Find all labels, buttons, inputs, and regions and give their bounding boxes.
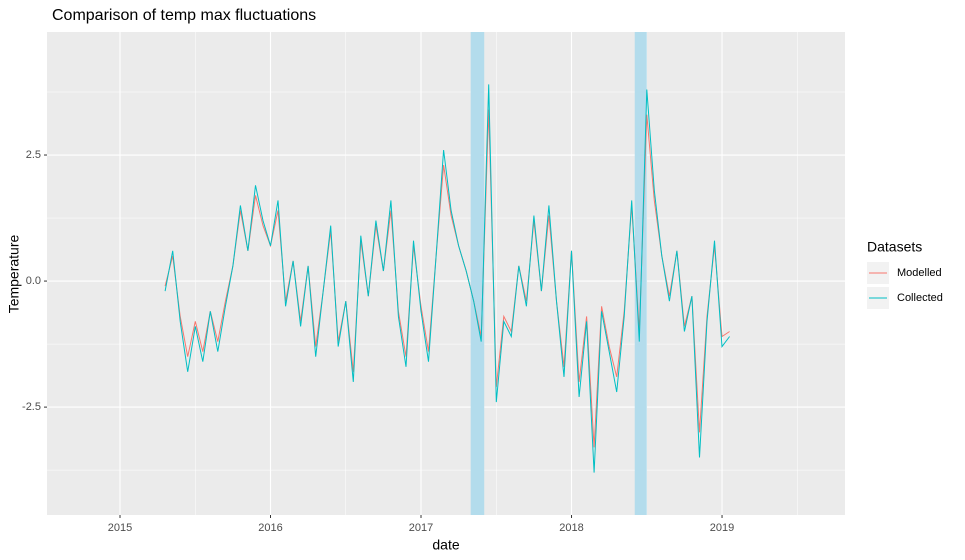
y-axis-title: Temperature: [6, 234, 22, 313]
highlight-band: [470, 32, 485, 515]
chart-title: Comparison of temp max fluctuations: [52, 7, 316, 24]
x-axis-title: date: [432, 537, 459, 553]
y-tick-label: -2.5: [22, 401, 41, 413]
x-tick-label: 2017: [409, 522, 433, 534]
x-tick-label: 2019: [710, 522, 734, 534]
y-tick-label: 2.5: [26, 149, 41, 161]
panel-background: [47, 32, 845, 515]
highlight-band: [634, 32, 647, 515]
data-line: [164, 84, 730, 473]
y-tick-label: 0.0: [26, 275, 41, 287]
legend-label: Collected: [897, 292, 943, 304]
legend-label: Modelled: [897, 267, 942, 279]
x-tick-label: 2015: [108, 522, 132, 534]
legend-title: Datasets: [867, 239, 922, 255]
x-tick-label: 2018: [559, 522, 583, 534]
x-tick-label: 2016: [258, 522, 282, 534]
